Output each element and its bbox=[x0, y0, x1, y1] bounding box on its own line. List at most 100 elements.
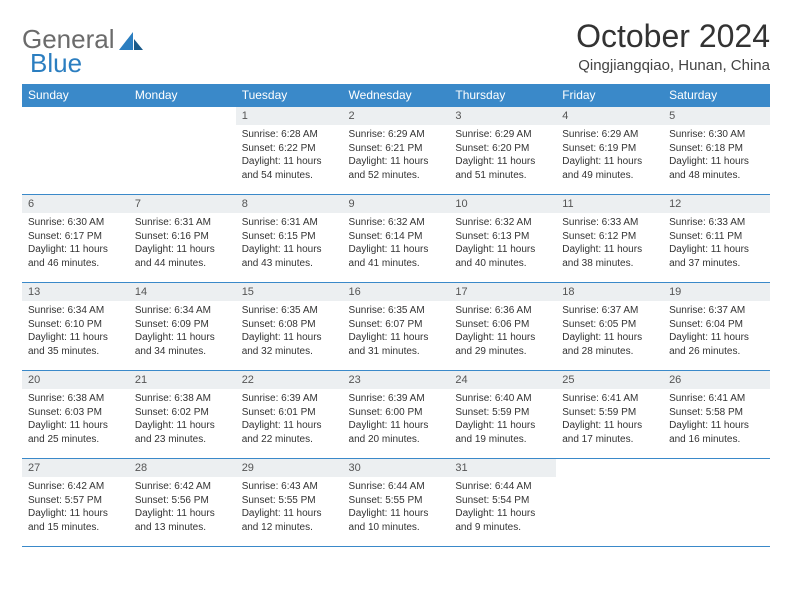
calendar-day-cell: 27Sunrise: 6:42 AMSunset: 5:57 PMDayligh… bbox=[22, 459, 129, 547]
calendar-day-cell: 1Sunrise: 6:28 AMSunset: 6:22 PMDaylight… bbox=[236, 107, 343, 195]
calendar-day-cell: 18Sunrise: 6:37 AMSunset: 6:05 PMDayligh… bbox=[556, 283, 663, 371]
day-details: Sunrise: 6:33 AMSunset: 6:12 PMDaylight:… bbox=[556, 213, 663, 274]
day-number: 26 bbox=[663, 371, 770, 389]
day-details: Sunrise: 6:35 AMSunset: 6:08 PMDaylight:… bbox=[236, 301, 343, 362]
calendar-week-row: 13Sunrise: 6:34 AMSunset: 6:10 PMDayligh… bbox=[22, 283, 770, 371]
day-details: Sunrise: 6:39 AMSunset: 6:00 PMDaylight:… bbox=[343, 389, 450, 450]
location: Qingjiangqiao, Hunan, China bbox=[576, 57, 770, 74]
calendar-table: SundayMondayTuesdayWednesdayThursdayFrid… bbox=[22, 84, 770, 547]
calendar-day-cell: 9Sunrise: 6:32 AMSunset: 6:14 PMDaylight… bbox=[343, 195, 450, 283]
day-details: Sunrise: 6:29 AMSunset: 6:20 PMDaylight:… bbox=[449, 125, 556, 186]
calendar-day-cell: 4Sunrise: 6:29 AMSunset: 6:19 PMDaylight… bbox=[556, 107, 663, 195]
day-details: Sunrise: 6:30 AMSunset: 6:18 PMDaylight:… bbox=[663, 125, 770, 186]
day-number: 30 bbox=[343, 459, 450, 477]
calendar-day-cell: 2Sunrise: 6:29 AMSunset: 6:21 PMDaylight… bbox=[343, 107, 450, 195]
calendar-week-row: 6Sunrise: 6:30 AMSunset: 6:17 PMDaylight… bbox=[22, 195, 770, 283]
day-number: 17 bbox=[449, 283, 556, 301]
day-number: 9 bbox=[343, 195, 450, 213]
brand-part2: Blue bbox=[30, 48, 82, 79]
calendar-body: ....1Sunrise: 6:28 AMSunset: 6:22 PMDayl… bbox=[22, 107, 770, 547]
day-number: 6 bbox=[22, 195, 129, 213]
calendar-day-cell: 5Sunrise: 6:30 AMSunset: 6:18 PMDaylight… bbox=[663, 107, 770, 195]
calendar-day-cell: 21Sunrise: 6:38 AMSunset: 6:02 PMDayligh… bbox=[129, 371, 236, 459]
month-title: October 2024 bbox=[576, 18, 770, 55]
day-number: 28 bbox=[129, 459, 236, 477]
day-number: 11 bbox=[556, 195, 663, 213]
day-details: Sunrise: 6:32 AMSunset: 6:14 PMDaylight:… bbox=[343, 213, 450, 274]
day-details: Sunrise: 6:31 AMSunset: 6:15 PMDaylight:… bbox=[236, 213, 343, 274]
day-number: 14 bbox=[129, 283, 236, 301]
day-number: 15 bbox=[236, 283, 343, 301]
day-number: 29 bbox=[236, 459, 343, 477]
day-number: 24 bbox=[449, 371, 556, 389]
day-details: Sunrise: 6:31 AMSunset: 6:16 PMDaylight:… bbox=[129, 213, 236, 274]
day-details: Sunrise: 6:37 AMSunset: 6:04 PMDaylight:… bbox=[663, 301, 770, 362]
calendar-day-cell: 13Sunrise: 6:34 AMSunset: 6:10 PMDayligh… bbox=[22, 283, 129, 371]
weekday-header: Sunday bbox=[22, 84, 129, 107]
day-details: Sunrise: 6:44 AMSunset: 5:54 PMDaylight:… bbox=[449, 477, 556, 538]
calendar-day-cell: .. bbox=[129, 107, 236, 195]
calendar-week-row: 20Sunrise: 6:38 AMSunset: 6:03 PMDayligh… bbox=[22, 371, 770, 459]
day-number: 4 bbox=[556, 107, 663, 125]
day-details: Sunrise: 6:33 AMSunset: 6:11 PMDaylight:… bbox=[663, 213, 770, 274]
day-number: 10 bbox=[449, 195, 556, 213]
calendar-day-cell: 23Sunrise: 6:39 AMSunset: 6:00 PMDayligh… bbox=[343, 371, 450, 459]
day-details: Sunrise: 6:35 AMSunset: 6:07 PMDaylight:… bbox=[343, 301, 450, 362]
calendar-day-cell: 10Sunrise: 6:32 AMSunset: 6:13 PMDayligh… bbox=[449, 195, 556, 283]
day-details: Sunrise: 6:43 AMSunset: 5:55 PMDaylight:… bbox=[236, 477, 343, 538]
day-number: 8 bbox=[236, 195, 343, 213]
calendar-day-cell: 29Sunrise: 6:43 AMSunset: 5:55 PMDayligh… bbox=[236, 459, 343, 547]
calendar-day-cell: 8Sunrise: 6:31 AMSunset: 6:15 PMDaylight… bbox=[236, 195, 343, 283]
day-details: Sunrise: 6:41 AMSunset: 5:59 PMDaylight:… bbox=[556, 389, 663, 450]
day-details: Sunrise: 6:29 AMSunset: 6:21 PMDaylight:… bbox=[343, 125, 450, 186]
day-number: 12 bbox=[663, 195, 770, 213]
calendar-day-cell: 16Sunrise: 6:35 AMSunset: 6:07 PMDayligh… bbox=[343, 283, 450, 371]
calendar-day-cell: 12Sunrise: 6:33 AMSunset: 6:11 PMDayligh… bbox=[663, 195, 770, 283]
day-details: Sunrise: 6:40 AMSunset: 5:59 PMDaylight:… bbox=[449, 389, 556, 450]
day-details: Sunrise: 6:41 AMSunset: 5:58 PMDaylight:… bbox=[663, 389, 770, 450]
calendar-day-cell: 25Sunrise: 6:41 AMSunset: 5:59 PMDayligh… bbox=[556, 371, 663, 459]
day-details: Sunrise: 6:38 AMSunset: 6:02 PMDaylight:… bbox=[129, 389, 236, 450]
calendar-day-cell: 22Sunrise: 6:39 AMSunset: 6:01 PMDayligh… bbox=[236, 371, 343, 459]
calendar-day-cell: .. bbox=[22, 107, 129, 195]
calendar-week-row: 27Sunrise: 6:42 AMSunset: 5:57 PMDayligh… bbox=[22, 459, 770, 547]
calendar-day-cell: 20Sunrise: 6:38 AMSunset: 6:03 PMDayligh… bbox=[22, 371, 129, 459]
calendar-day-cell: 28Sunrise: 6:42 AMSunset: 5:56 PMDayligh… bbox=[129, 459, 236, 547]
day-number: 22 bbox=[236, 371, 343, 389]
day-details: Sunrise: 6:39 AMSunset: 6:01 PMDaylight:… bbox=[236, 389, 343, 450]
day-number: 19 bbox=[663, 283, 770, 301]
calendar-day-cell: 7Sunrise: 6:31 AMSunset: 6:16 PMDaylight… bbox=[129, 195, 236, 283]
day-details: Sunrise: 6:29 AMSunset: 6:19 PMDaylight:… bbox=[556, 125, 663, 186]
day-number: 16 bbox=[343, 283, 450, 301]
calendar-day-cell: 19Sunrise: 6:37 AMSunset: 6:04 PMDayligh… bbox=[663, 283, 770, 371]
day-number: 1 bbox=[236, 107, 343, 125]
title-block: October 2024 Qingjiangqiao, Hunan, China bbox=[576, 18, 770, 74]
day-number: 2 bbox=[343, 107, 450, 125]
weekday-header: Thursday bbox=[449, 84, 556, 107]
calendar-day-cell: 31Sunrise: 6:44 AMSunset: 5:54 PMDayligh… bbox=[449, 459, 556, 547]
weekday-header-row: SundayMondayTuesdayWednesdayThursdayFrid… bbox=[22, 84, 770, 107]
day-number: 3 bbox=[449, 107, 556, 125]
day-number: 13 bbox=[22, 283, 129, 301]
day-details: Sunrise: 6:42 AMSunset: 5:56 PMDaylight:… bbox=[129, 477, 236, 538]
day-details: Sunrise: 6:37 AMSunset: 6:05 PMDaylight:… bbox=[556, 301, 663, 362]
weekday-header: Saturday bbox=[663, 84, 770, 107]
day-details: Sunrise: 6:34 AMSunset: 6:09 PMDaylight:… bbox=[129, 301, 236, 362]
day-details: Sunrise: 6:28 AMSunset: 6:22 PMDaylight:… bbox=[236, 125, 343, 186]
day-details: Sunrise: 6:38 AMSunset: 6:03 PMDaylight:… bbox=[22, 389, 129, 450]
day-number: 18 bbox=[556, 283, 663, 301]
calendar-day-cell: 30Sunrise: 6:44 AMSunset: 5:55 PMDayligh… bbox=[343, 459, 450, 547]
calendar-day-cell: 6Sunrise: 6:30 AMSunset: 6:17 PMDaylight… bbox=[22, 195, 129, 283]
header: General October 2024 Qingjiangqiao, Huna… bbox=[22, 18, 770, 74]
day-details: Sunrise: 6:34 AMSunset: 6:10 PMDaylight:… bbox=[22, 301, 129, 362]
weekday-header: Monday bbox=[129, 84, 236, 107]
day-number: 21 bbox=[129, 371, 236, 389]
day-number: 23 bbox=[343, 371, 450, 389]
day-number: 20 bbox=[22, 371, 129, 389]
day-details: Sunrise: 6:30 AMSunset: 6:17 PMDaylight:… bbox=[22, 213, 129, 274]
day-number: 31 bbox=[449, 459, 556, 477]
day-number: 25 bbox=[556, 371, 663, 389]
calendar-day-cell: 15Sunrise: 6:35 AMSunset: 6:08 PMDayligh… bbox=[236, 283, 343, 371]
calendar-day-cell: .. bbox=[556, 459, 663, 547]
calendar-day-cell: 14Sunrise: 6:34 AMSunset: 6:09 PMDayligh… bbox=[129, 283, 236, 371]
